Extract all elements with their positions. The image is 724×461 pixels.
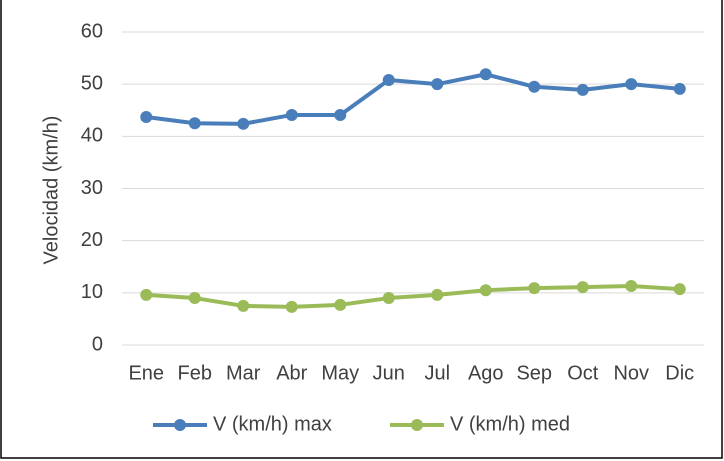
y-tick-label: 40 — [81, 125, 103, 147]
data-point — [334, 108, 347, 121]
data-point — [431, 78, 444, 91]
data-point — [285, 300, 298, 313]
data-point — [237, 299, 250, 312]
x-tick-label: Mar — [226, 362, 261, 384]
x-tick-label: Feb — [178, 362, 212, 384]
data-point — [479, 68, 492, 81]
data-point — [528, 80, 541, 93]
data-point — [188, 292, 201, 305]
x-tick-label: Nov — [613, 362, 649, 384]
data-point — [528, 282, 541, 295]
data-point — [237, 117, 250, 130]
data-point — [140, 288, 153, 301]
data-point — [382, 73, 395, 86]
data-point — [576, 281, 589, 294]
y-tick-label: 20 — [81, 229, 103, 251]
data-point — [431, 288, 444, 301]
legend-label: V (km/h) max — [213, 413, 332, 435]
series-line — [145, 72, 680, 126]
data-point — [673, 82, 686, 95]
data-point — [673, 283, 686, 296]
y-tick-label: 50 — [81, 72, 103, 94]
data-point — [140, 111, 153, 124]
data-point — [285, 108, 298, 121]
data-point — [382, 292, 395, 305]
y-tick-label: 0 — [92, 333, 103, 355]
legend-marker — [411, 419, 423, 431]
legend-marker — [174, 419, 186, 431]
x-tick-label: May — [321, 362, 359, 384]
data-point — [576, 83, 589, 96]
y-axis-label: Velocidad (km/h) — [40, 116, 62, 265]
y-tick-label: 60 — [81, 20, 103, 42]
data-point — [334, 298, 347, 311]
data-point — [479, 284, 492, 297]
x-tick-label: Dic — [665, 362, 694, 384]
data-point — [625, 78, 638, 91]
data-point — [188, 117, 201, 130]
x-tick-label: Jun — [373, 362, 405, 384]
series-line — [146, 284, 680, 309]
legend-label: V (km/h) med — [450, 413, 570, 435]
x-tick-label: Sep — [516, 362, 552, 384]
x-tick-label: Jul — [424, 362, 450, 384]
x-tick-label: Abr — [276, 362, 307, 384]
y-tick-label: 10 — [81, 281, 103, 303]
data-point — [625, 280, 638, 293]
x-tick-label: Ene — [128, 362, 164, 384]
x-tick-label: Oct — [567, 362, 599, 384]
y-tick-label: 30 — [81, 177, 103, 199]
x-tick-label: Ago — [468, 362, 504, 384]
